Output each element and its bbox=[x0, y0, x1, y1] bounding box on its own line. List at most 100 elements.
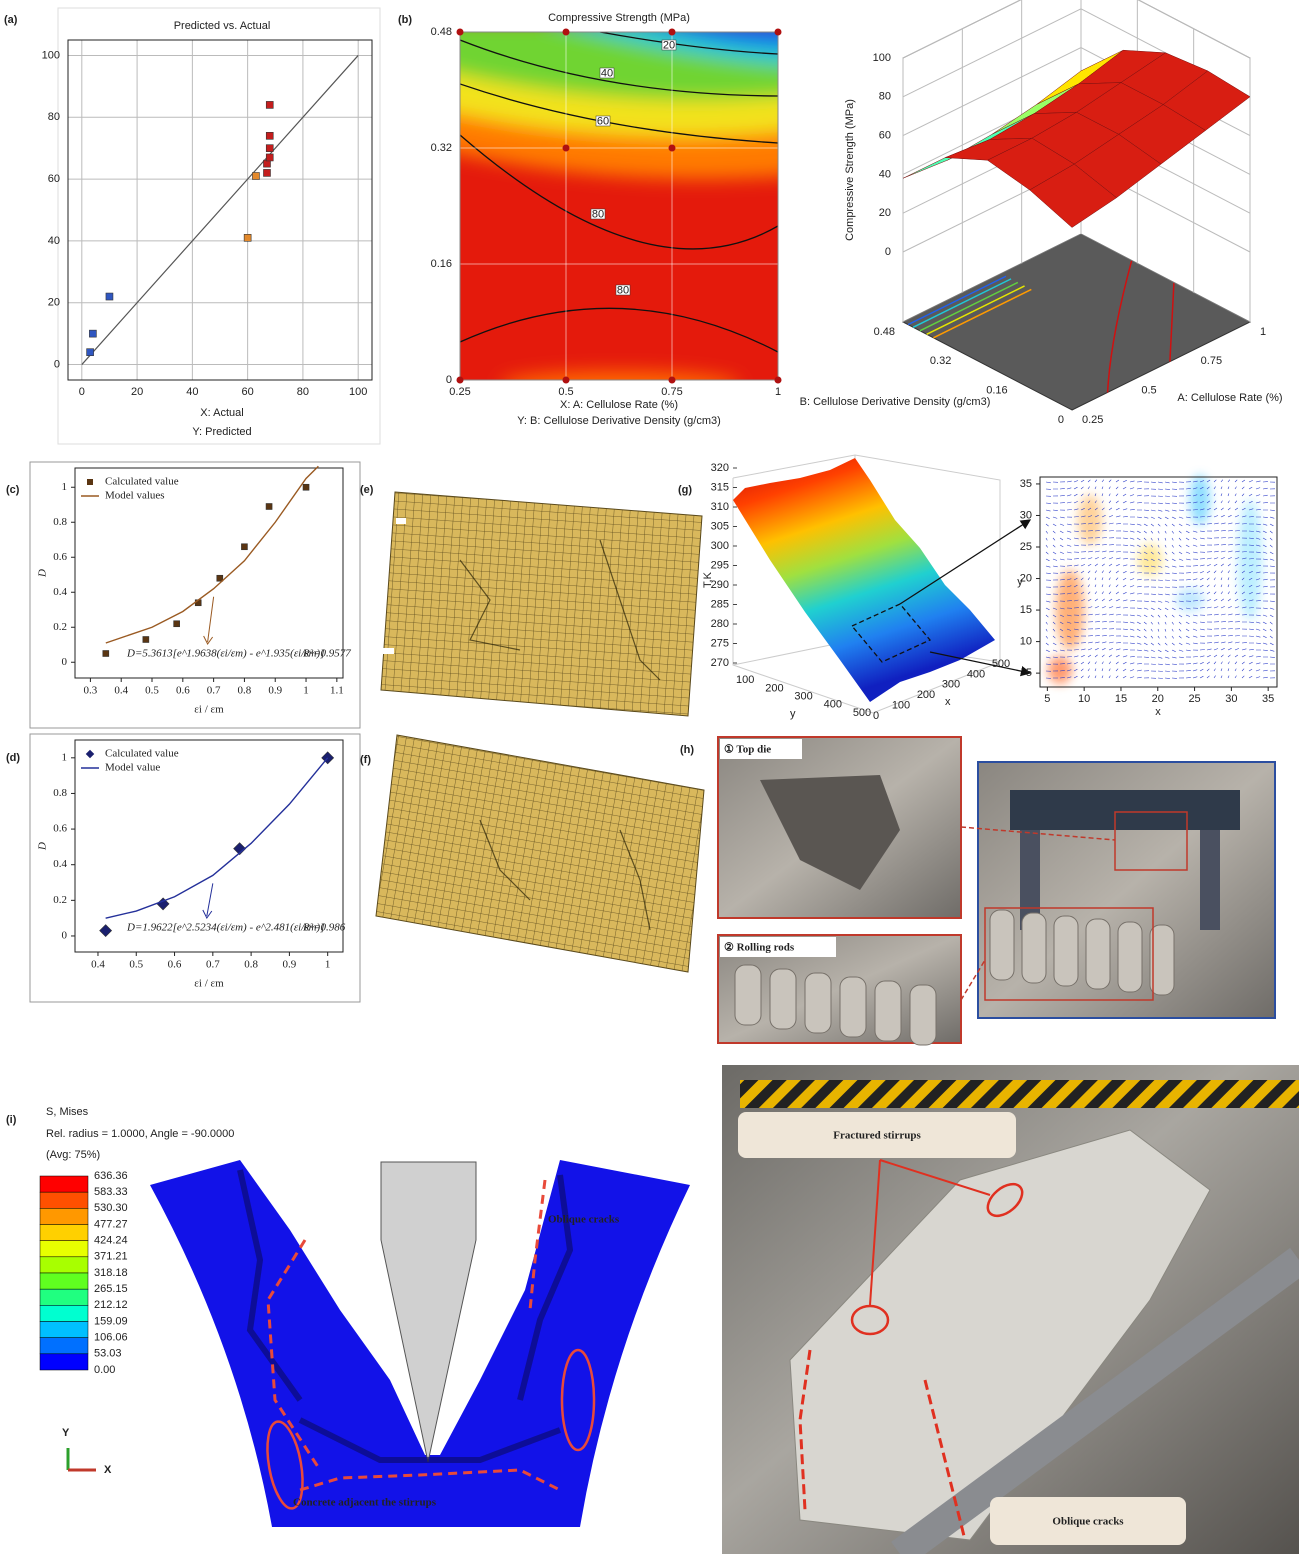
x-tick-label: 0 bbox=[873, 710, 879, 722]
x-tick-label: 0.6 bbox=[176, 685, 190, 697]
zoom-box bbox=[850, 603, 932, 663]
legend-subtitle: Rel. radius = 1.0000, Angle = -90.0000 bbox=[46, 1128, 234, 1140]
legend-swatch bbox=[39, 1288, 89, 1306]
legend-avg: (Avg: 75%) bbox=[46, 1149, 100, 1161]
y-tick-label: 5 bbox=[1026, 667, 1032, 679]
highlight-ellipse bbox=[266, 1420, 304, 1510]
photos-h: ① Top die ② Rolling rods bbox=[717, 736, 1276, 1046]
press-frame bbox=[1010, 790, 1240, 830]
legend-swatch bbox=[39, 1321, 89, 1338]
zoom-arrow bbox=[899, 519, 1032, 605]
highlight-ellipse bbox=[850, 1304, 890, 1336]
x-tick-label: 0.5 bbox=[145, 685, 159, 697]
plot-area: 0.3 0.4 0.5 0.6 0.7 0.8 0.9 1 1.1 0 0.2 0.4 0.6 0.8 1 ε… bbox=[37, 465, 351, 716]
contour-label-box bbox=[615, 284, 631, 296]
x-tick-label: 0 bbox=[79, 386, 85, 398]
axis-triad-label: X bbox=[104, 1464, 112, 1476]
data-point bbox=[99, 924, 113, 938]
y-tick-label: 0.48 bbox=[431, 26, 452, 38]
legend-swatch bbox=[39, 1175, 89, 1193]
steel-bar bbox=[891, 1247, 1299, 1554]
x-tick-label: 1.1 bbox=[330, 685, 344, 697]
legend-swatch bbox=[39, 1208, 89, 1225]
y-tick-label: 0 bbox=[62, 929, 68, 941]
crack bbox=[599, 539, 661, 681]
box-edge bbox=[732, 454, 1001, 662]
contour-label: 80 bbox=[617, 284, 629, 296]
zoom-arrow bbox=[929, 651, 1032, 677]
legend-swatch bbox=[39, 1305, 89, 1322]
legend-swatch bbox=[39, 1353, 89, 1371]
y-tick-label: 0 bbox=[446, 374, 452, 386]
legend-label: Model value bbox=[105, 762, 160, 774]
legend-value: 636.36 bbox=[94, 1170, 128, 1182]
legend-label: Calculated value bbox=[105, 476, 179, 488]
panel-label: (h) bbox=[680, 744, 694, 756]
panel-border bbox=[29, 461, 361, 729]
plot-area: 0.25 0.5 0.75 1 0 0.16 0.32 0.48 Compressive Str… bbox=[431, 12, 782, 427]
fea-panel: S, Mises Rel. radius = 1.0000, Angle = -9… bbox=[39, 1106, 690, 1527]
x-tick-label: 30 bbox=[1225, 693, 1237, 705]
x-tick-label: 15 bbox=[1115, 693, 1127, 705]
x-axis-label: A: Cellulose Rate (%) bbox=[1177, 392, 1282, 404]
x-tick-label: 35 bbox=[1262, 693, 1274, 705]
design-point bbox=[562, 28, 570, 36]
x-tick-label: 80 bbox=[297, 386, 309, 398]
panel-label: (a) bbox=[4, 14, 18, 26]
mesh-f bbox=[375, 734, 705, 973]
panel-border bbox=[29, 733, 361, 1003]
panel-label: (i) bbox=[6, 1114, 17, 1126]
rod bbox=[734, 964, 762, 1026]
x-tick-label: 0.25 bbox=[1082, 414, 1103, 426]
plot-area: 0.4 0.5 0.6 0.7 0.8 0.9 1 0 0.2 0.4 0.6 0.8 1 εi / εm… bbox=[37, 739, 346, 990]
x-tick-label: 0.9 bbox=[283, 959, 297, 971]
crack-network bbox=[237, 1169, 303, 1402]
press-column bbox=[1020, 830, 1040, 930]
field-blob bbox=[1048, 656, 1072, 684]
x-axis-label: εi / εm bbox=[194, 978, 224, 990]
data-point bbox=[252, 172, 260, 180]
y-tick-label: 0.4 bbox=[53, 858, 67, 870]
legend-label: Model values bbox=[105, 490, 165, 502]
annotation: Fractured stirrups bbox=[833, 1130, 921, 1142]
contour-label-box bbox=[595, 115, 611, 127]
legend-label: Calculated value bbox=[105, 748, 179, 760]
x-tick-label: 25 bbox=[1188, 693, 1200, 705]
vector-arrows bbox=[1045, 479, 1276, 679]
mesh-e bbox=[380, 491, 703, 717]
x-tick-label: 0.7 bbox=[206, 959, 220, 971]
data-point bbox=[265, 132, 274, 140]
x-tick-label: 1 bbox=[1260, 326, 1266, 338]
y-tick-label: 100 bbox=[736, 674, 754, 686]
contour-fill bbox=[460, 32, 778, 380]
data-point bbox=[233, 842, 247, 856]
label-box bbox=[990, 1497, 1186, 1545]
y-tick-label: 60 bbox=[48, 173, 60, 185]
x-tick-label: 10 bbox=[1078, 693, 1090, 705]
r-squared: R²=0.9577 bbox=[302, 648, 351, 660]
legend-value: 265.15 bbox=[94, 1283, 128, 1295]
design-point bbox=[668, 376, 676, 384]
z-tick-label: 20 bbox=[879, 207, 891, 219]
contour-label: 80 bbox=[592, 208, 604, 220]
x-axis-label: X: Actual bbox=[200, 407, 243, 419]
floor-contour bbox=[1106, 260, 1133, 393]
concrete-column bbox=[789, 1129, 1211, 1541]
plot-frame bbox=[1039, 476, 1278, 688]
plot-frame bbox=[459, 31, 779, 381]
annotation: Oblique cracks bbox=[548, 1214, 620, 1226]
rod bbox=[804, 972, 832, 1034]
contour-label-box bbox=[590, 208, 606, 220]
label-box bbox=[720, 937, 836, 957]
y-tick-label: 0 bbox=[54, 358, 60, 370]
crack-marker bbox=[923, 1379, 967, 1541]
x-tick-label: 100 bbox=[892, 700, 910, 712]
rod bbox=[769, 968, 797, 1030]
legend-value: 106.06 bbox=[94, 1332, 128, 1344]
design-point bbox=[456, 28, 464, 36]
plot-area: 0 20 40 60 80 100 0 20 40 60 80 100 Predicted vs. Ac… bbox=[42, 20, 373, 438]
crack bbox=[459, 559, 521, 651]
x-axis-label: X: A: Cellulose Rate (%) bbox=[560, 399, 678, 411]
data-point bbox=[302, 483, 310, 491]
legend-swatch bbox=[39, 1337, 89, 1355]
